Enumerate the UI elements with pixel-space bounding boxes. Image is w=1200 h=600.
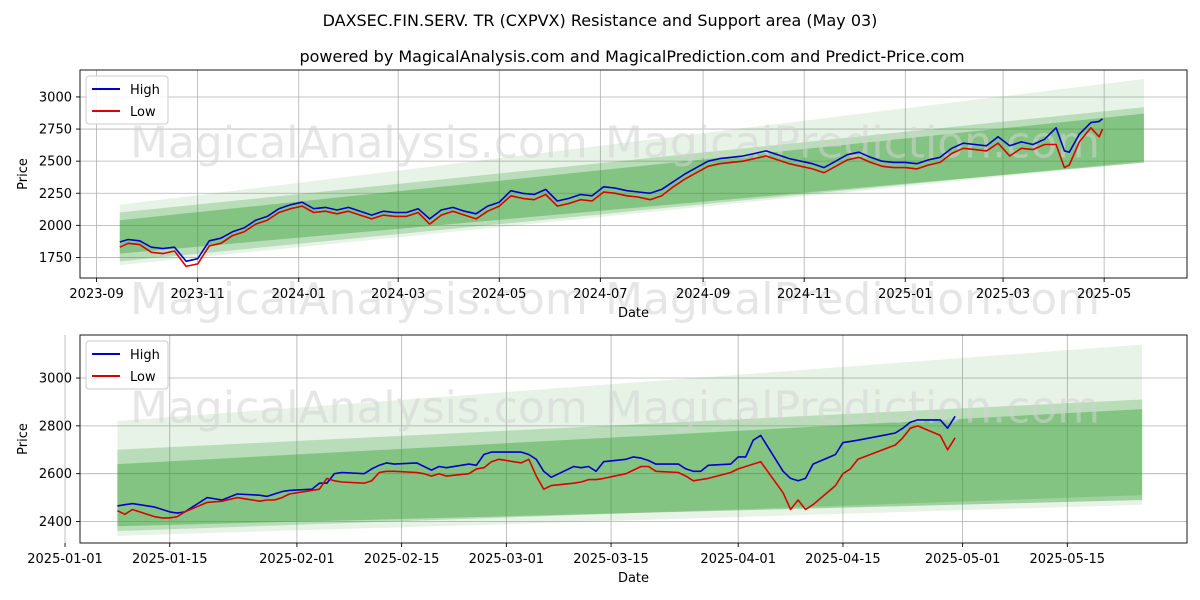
support-resistance-band bbox=[119, 113, 1144, 254]
x-tick-label: 2025-05-01 bbox=[925, 552, 1001, 567]
x-tick-label: 2023-11 bbox=[170, 287, 224, 302]
axes-frame bbox=[79, 69, 1188, 279]
x-tick-label: 2025-03 bbox=[976, 287, 1030, 302]
x-axis-label: Date bbox=[618, 571, 649, 586]
support-resistance-band bbox=[119, 78, 1144, 266]
axes-frame bbox=[79, 334, 1188, 544]
x-tick-label: 2024-09 bbox=[676, 287, 730, 302]
x-tick-label: 2024-03 bbox=[371, 287, 425, 302]
support-resistance-band bbox=[117, 409, 1143, 527]
y-tick-label: 2600 bbox=[39, 467, 72, 482]
x-tick-label: 2025-01-01 bbox=[27, 552, 103, 567]
support-resistance-band bbox=[117, 399, 1143, 532]
legend-label-high: High bbox=[130, 83, 160, 98]
chart-title: DAXSEC.FIN.SERV. TR (CXPVX) Resistance a… bbox=[323, 11, 878, 30]
x-tick-label: 2025-04-01 bbox=[700, 552, 776, 567]
x-tick-label: 2024-05 bbox=[472, 287, 526, 302]
x-tick-label: 2023-09 bbox=[69, 287, 123, 302]
x-tick-label: 2024-11 bbox=[777, 287, 831, 302]
x-tick-label: 2025-05-15 bbox=[1030, 552, 1106, 567]
y-tick-label: 2000 bbox=[39, 219, 72, 234]
x-tick-label: 2025-03-15 bbox=[573, 552, 649, 567]
x-tick-label: 2025-04-15 bbox=[805, 552, 881, 567]
legend-label-low: Low bbox=[130, 105, 156, 120]
chart-subtitle: powered by MagicalAnalysis.com and Magic… bbox=[299, 47, 964, 66]
bottom-chart: MagicalAnalysis.com MagicalPrediction.com… bbox=[16, 334, 1188, 586]
y-tick-label: 2750 bbox=[39, 123, 72, 138]
watermark: MagicalAnalysis.com bbox=[130, 382, 588, 433]
series-line-low bbox=[119, 127, 1104, 268]
series-line-low bbox=[117, 425, 956, 519]
x-tick-label: 2025-03-01 bbox=[469, 552, 545, 567]
watermark: MagicalAnalysis.com bbox=[130, 274, 588, 325]
y-tick-label: 2800 bbox=[39, 419, 72, 434]
y-tick-label: 1750 bbox=[39, 251, 72, 266]
x-axis-label: Date bbox=[618, 306, 649, 321]
watermark: MagicalAnalysis.com bbox=[130, 117, 588, 168]
y-axis-label: Price bbox=[16, 158, 31, 190]
watermark: MagicalPrediction.com bbox=[605, 274, 1100, 325]
x-tick-label: 2025-01-15 bbox=[132, 552, 208, 567]
series-line-high bbox=[119, 118, 1103, 263]
legend-label-high: High bbox=[130, 348, 160, 363]
watermark: MagicalPrediction.com bbox=[605, 382, 1100, 433]
y-tick-label: 2500 bbox=[39, 155, 72, 170]
legend-label-low: Low bbox=[130, 370, 156, 385]
y-tick-label: 2400 bbox=[39, 515, 72, 530]
y-axis-label: Price bbox=[16, 423, 31, 455]
x-tick-label: 2024-01 bbox=[272, 287, 326, 302]
support-resistance-band bbox=[117, 344, 1143, 536]
y-tick-label: 2250 bbox=[39, 187, 72, 202]
y-tick-label: 3000 bbox=[39, 90, 72, 105]
top-chart: MagicalAnalysis.com MagicalPrediction.com… bbox=[16, 69, 1188, 325]
x-tick-label: 2025-02-15 bbox=[364, 552, 440, 567]
x-tick-label: 2025-05 bbox=[1077, 287, 1131, 302]
x-tick-label: 2025-01 bbox=[878, 287, 932, 302]
series-line-high bbox=[117, 415, 956, 514]
x-tick-label: 2024-07 bbox=[573, 287, 627, 302]
support-resistance-band bbox=[119, 107, 1144, 262]
x-tick-label: 2025-02-01 bbox=[259, 552, 335, 567]
y-tick-label: 3000 bbox=[39, 372, 72, 387]
